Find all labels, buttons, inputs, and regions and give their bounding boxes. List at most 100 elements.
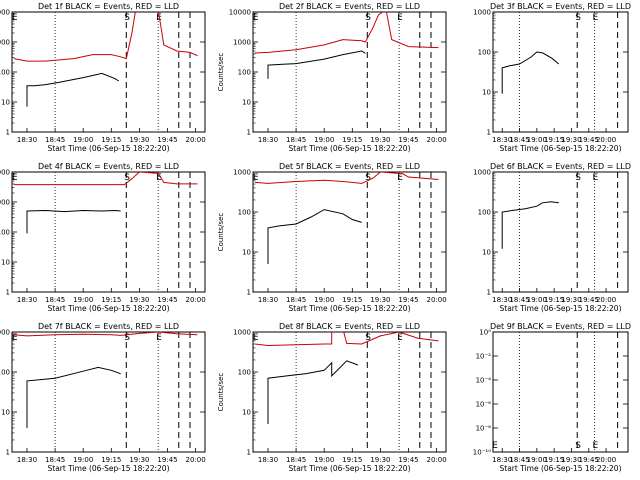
x-axis-label: Start Time (06-Sep-15 18:22:20) [48, 464, 170, 473]
event-marker-label: E [156, 333, 162, 343]
x-tick-label: 19:45 [157, 296, 177, 304]
x-tick-label: 19:15 [342, 456, 362, 464]
x-tick-label: 20:00 [596, 296, 616, 304]
x-tick-label: 19:30 [561, 136, 581, 144]
x-tick-label: 19:45 [579, 296, 599, 304]
x-tick-label: 18:30 [17, 136, 37, 144]
x-tick-label: 19:30 [370, 456, 390, 464]
x-tick-label: 20:00 [186, 296, 206, 304]
x-tick-label: 19:30 [129, 296, 149, 304]
event-marker-label: S [124, 173, 130, 183]
y-axis-label: Counts/sec [217, 213, 225, 252]
y-tick-label: 100 [478, 49, 491, 57]
panel-det-3: Det 3f BLACK = Events, RED = LLD 1 10 100 10… [473, 2, 631, 153]
events-series-line [501, 201, 559, 249]
event-marker-label: E [593, 441, 599, 451]
x-axis-label: Start Time (06-Sep-15 18:22:20) [48, 304, 170, 313]
x-tick-label: 19:45 [398, 456, 418, 464]
panel-det-8: Det 8f BLACK = Events, RED = LLD 1 10 100 10… [217, 322, 447, 473]
x-tick-label: 18:30 [17, 456, 37, 464]
x-tick-label: 19:00 [527, 456, 547, 464]
events-series-line [267, 209, 362, 264]
x-tick-label: 18:45 [286, 136, 306, 144]
panel-det-4: Det 4f BLACK = Events, RED = LLD 1 10 100 10… [0, 162, 206, 313]
lld-series-line [254, 332, 439, 347]
event-marker-label: E [593, 13, 599, 23]
y-tick-label: 10 [242, 99, 251, 107]
event-marker-label: E [397, 333, 403, 343]
lld-series-line [254, 12, 439, 54]
axes-frame [11, 11, 206, 133]
x-tick-label: 19:00 [73, 456, 93, 464]
x-axis-label: Start Time (06-Sep-15 18:22:20) [289, 464, 411, 473]
x-axis-label: Start Time (06-Sep-15 18:22:20) [289, 144, 411, 153]
events-series-line [501, 51, 560, 94]
y-tick-label: 10 [1, 99, 10, 107]
axes-frame [252, 331, 447, 453]
panel-det-9: Det 9f BLACK = Events, RED = LLD 10⁻¹⁰ 10⁻… [473, 322, 631, 473]
x-tick-label: 19:45 [398, 136, 418, 144]
x-tick-label: 19:45 [398, 296, 418, 304]
x-tick-label: 19:30 [561, 296, 581, 304]
x-axis-label: Start Time (06-Sep-15 18:22:20) [500, 144, 622, 153]
x-tick-label: 19:15 [342, 296, 362, 304]
axes-frame [11, 171, 206, 293]
panel-det-6: Det 6f BLACK = Events, RED = LLD 1 10 100 10… [473, 162, 631, 313]
y-tick-label: 10 [1, 259, 10, 267]
event-marker-label: E [12, 13, 18, 23]
x-tick-label: 20:00 [596, 136, 616, 144]
x-tick-label: 18:30 [492, 456, 512, 464]
panel-title: Det 4f BLACK = Events, RED = LLD [38, 162, 179, 171]
event-marker-label: E [397, 13, 403, 23]
y-tick-label: 1000 [233, 169, 251, 177]
y-tick-label: 1000 [0, 199, 10, 207]
axes-frame [492, 331, 629, 453]
x-tick-label: 20:00 [186, 456, 206, 464]
y-tick-label: 10 [1, 409, 10, 417]
x-tick-label: 18:30 [258, 456, 278, 464]
x-tick-label: 19:00 [314, 456, 334, 464]
event-marker-label: E [397, 173, 403, 183]
panel-det-7: Det 7f BLACK = Events, RED = LLD 1 10 100 10… [0, 322, 206, 473]
event-marker-label: E [253, 333, 259, 343]
events-series-line [267, 50, 366, 79]
events-series-line [26, 72, 120, 107]
event-marker-label: E [253, 173, 259, 183]
x-tick-label: 20:00 [596, 456, 616, 464]
x-tick-label: 19:15 [101, 136, 121, 144]
x-tick-label: 18:30 [492, 136, 512, 144]
y-tick-label: 1 [6, 449, 10, 457]
x-tick-label: 18:30 [17, 296, 37, 304]
event-marker-label: E [12, 173, 18, 183]
event-marker-label: S [365, 173, 371, 183]
panel-det-5: Det 5f BLACK = Events, RED = LLD 1 10 100 10… [217, 162, 447, 313]
x-tick-label: 19:30 [129, 456, 149, 464]
panel-title: Det 9f BLACK = Events, RED = LLD [490, 322, 631, 331]
events-series-line [26, 209, 121, 234]
axes-frame [11, 331, 206, 453]
y-tick-label: 10⁰ [479, 329, 491, 337]
event-marker-label: S [575, 173, 581, 183]
y-tick-label: 10⁻⁸ [476, 425, 492, 433]
y-tick-label: 10 [482, 89, 491, 97]
x-axis-label: Start Time (06-Sep-15 18:22:20) [48, 144, 170, 153]
x-tick-label: 19:15 [101, 296, 121, 304]
y-axis-label: Counts/sec [217, 373, 225, 412]
x-tick-label: 19:00 [73, 296, 93, 304]
panel-title: Det 1f BLACK = Events, RED = LLD [38, 2, 179, 11]
panel-title: Det 6f BLACK = Events, RED = LLD [490, 162, 631, 171]
x-tick-label: 18:45 [286, 456, 306, 464]
x-tick-label: 19:00 [73, 136, 93, 144]
x-tick-label: 18:30 [258, 136, 278, 144]
event-marker-label: E [253, 13, 259, 23]
event-marker-label: S [575, 13, 581, 23]
lld-series-line [254, 172, 439, 184]
x-tick-label: 19:15 [101, 456, 121, 464]
y-tick-label: 10⁻² [476, 353, 492, 361]
y-tick-label: 1 [247, 129, 251, 137]
panel-det-2: Det 2f BLACK = Events, RED = LLD 1 10 100 10… [217, 2, 447, 153]
y-tick-label: 1000 [233, 39, 251, 47]
y-tick-label: 100 [238, 369, 251, 377]
y-tick-label: 100 [238, 69, 251, 77]
